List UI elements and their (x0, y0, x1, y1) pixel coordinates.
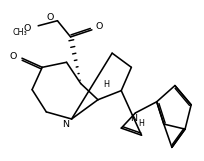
Text: O: O (9, 52, 17, 61)
Text: O: O (47, 13, 54, 22)
Text: O: O (95, 22, 103, 31)
Text: N: N (62, 120, 69, 129)
Text: N: N (130, 114, 137, 123)
Text: H: H (139, 119, 144, 128)
Text: CH₃: CH₃ (13, 28, 27, 37)
Text: H: H (103, 80, 109, 89)
Text: O: O (23, 24, 31, 33)
